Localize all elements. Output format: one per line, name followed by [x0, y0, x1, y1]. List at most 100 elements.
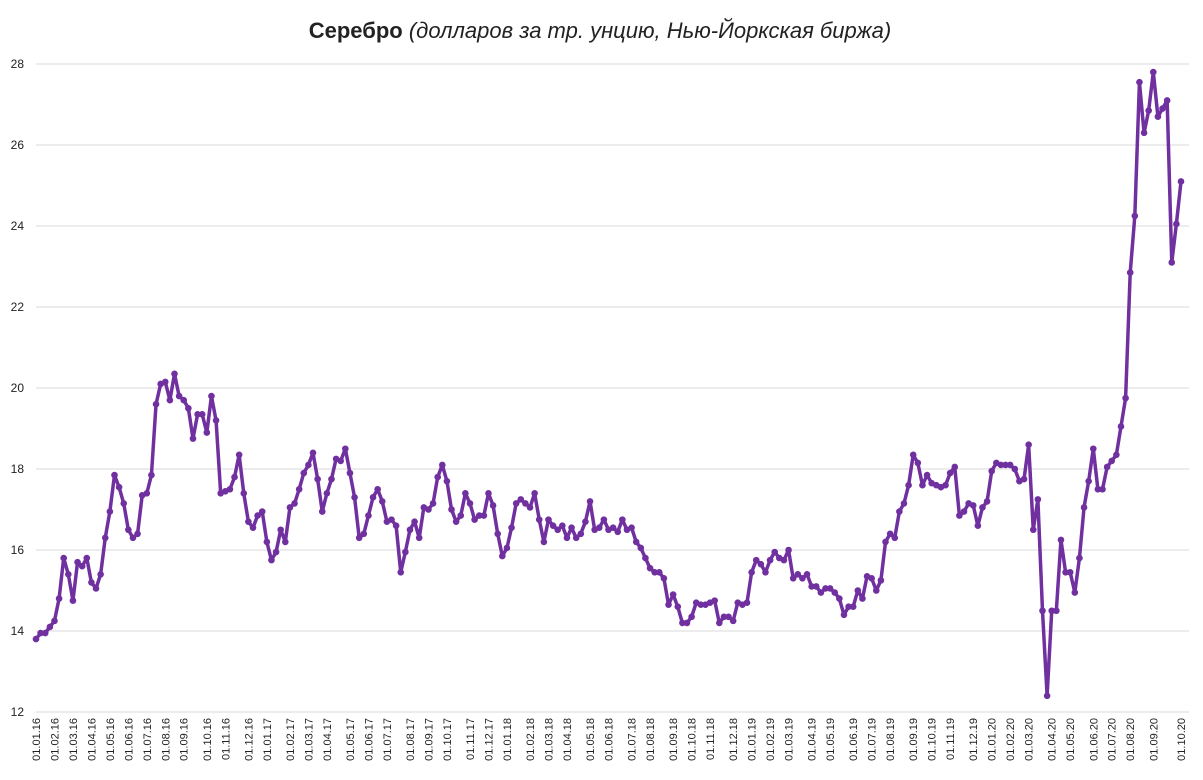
data-point: [411, 518, 418, 525]
y-tick-label: 22: [11, 300, 25, 314]
data-point: [166, 396, 174, 404]
x-tick-label: 01.09.20: [1148, 718, 1160, 761]
data-point: [665, 601, 672, 608]
data-point: [1126, 269, 1134, 276]
data-point: [674, 603, 682, 610]
data-point: [988, 467, 996, 475]
data-point: [471, 516, 478, 523]
data-point: [235, 451, 243, 459]
data-point: [517, 496, 525, 503]
data-point: [148, 471, 155, 479]
data-point: [1177, 178, 1185, 185]
data-point: [392, 522, 400, 529]
data-point: [111, 471, 118, 479]
data-point: [161, 378, 169, 386]
data-point: [716, 619, 723, 627]
data-point: [877, 577, 885, 584]
data-point: [115, 483, 123, 491]
x-tick-label: 01.03.16: [68, 718, 80, 761]
data-point: [960, 508, 968, 515]
subtitle: (долларов за тр. унцию, Нью-Йоркская бир…: [409, 17, 891, 43]
data-point: [845, 603, 852, 610]
data-point: [882, 538, 889, 546]
data-point: [752, 556, 760, 564]
data-point: [1080, 504, 1088, 511]
data-point: [101, 534, 109, 542]
data-point: [1145, 107, 1152, 114]
data-point: [51, 617, 58, 625]
data-point: [346, 469, 354, 477]
data-point: [854, 587, 862, 594]
x-tick-label: 01.07.16: [142, 718, 154, 761]
data-point: [688, 613, 695, 621]
data-point: [360, 530, 368, 538]
data-point: [655, 568, 663, 576]
x-tick-label: 01.10.19: [927, 718, 939, 761]
data-point: [711, 597, 718, 604]
data-point: [406, 526, 414, 534]
data-point: [106, 508, 114, 515]
x-tick-label: 01.03.18: [543, 718, 555, 761]
data-point: [499, 552, 506, 560]
chart-title: Серебро (долларов за тр. унцию, Нью-Йорк…: [309, 17, 891, 43]
x-tick-label: 01.12.16: [243, 718, 255, 761]
data-point: [489, 502, 497, 509]
data-point: [1149, 68, 1157, 76]
x-tick-label: 01.06.16: [123, 718, 135, 761]
x-tick-label: 01.08.19: [885, 718, 897, 761]
data-point: [545, 516, 552, 523]
data-point: [475, 512, 483, 519]
data-point: [462, 490, 469, 497]
data-point: [757, 560, 765, 568]
data-point: [1094, 485, 1102, 493]
data-point: [725, 613, 732, 621]
data-point: [522, 500, 529, 507]
data-point: [1011, 465, 1019, 473]
data-point: [485, 490, 492, 497]
data-point: [1062, 568, 1069, 576]
data-point: [272, 548, 280, 556]
y-tick-label: 16: [11, 543, 25, 557]
data-point: [646, 564, 654, 572]
data-point: [826, 585, 834, 592]
x-tick-label: 01.01.19: [747, 718, 759, 761]
data-point: [956, 512, 963, 519]
x-tick-label: 01.10.20: [1176, 718, 1188, 761]
x-tick-label: 01.04.17: [322, 718, 334, 761]
x-tick-label: 01.07.17: [382, 718, 394, 761]
data-point: [282, 538, 289, 546]
data-point: [1085, 477, 1092, 485]
data-point: [337, 457, 345, 465]
x-tick-label: 01.02.18: [525, 718, 537, 761]
data-point: [609, 524, 617, 532]
data-point: [983, 498, 991, 505]
data-point: [642, 554, 649, 562]
data-point: [1043, 692, 1051, 700]
data-point: [822, 585, 829, 592]
data-point: [632, 538, 640, 546]
data-point: [905, 481, 912, 489]
data-point: [886, 530, 894, 538]
data-point: [69, 597, 77, 604]
data-point: [909, 451, 917, 459]
x-tick-label: 01.05.17: [345, 718, 357, 761]
data-point: [457, 512, 465, 519]
data-point: [1103, 463, 1111, 471]
y-tick-label: 18: [11, 462, 25, 476]
data-point: [974, 522, 982, 529]
y-tick-label: 24: [11, 219, 25, 233]
x-tick-label: 01.03.17: [303, 718, 315, 761]
data-point: [60, 554, 68, 562]
data-point: [429, 500, 437, 507]
data-point: [891, 534, 899, 542]
data-point: [766, 556, 774, 564]
data-point: [683, 619, 691, 627]
data-point: [466, 500, 474, 507]
data-point: [125, 526, 132, 534]
x-tick-label: 01.10.16: [202, 718, 214, 761]
data-point: [263, 538, 271, 546]
data-point: [448, 506, 455, 513]
data-point: [919, 481, 926, 489]
data-point: [231, 473, 238, 481]
data-point: [808, 583, 815, 590]
